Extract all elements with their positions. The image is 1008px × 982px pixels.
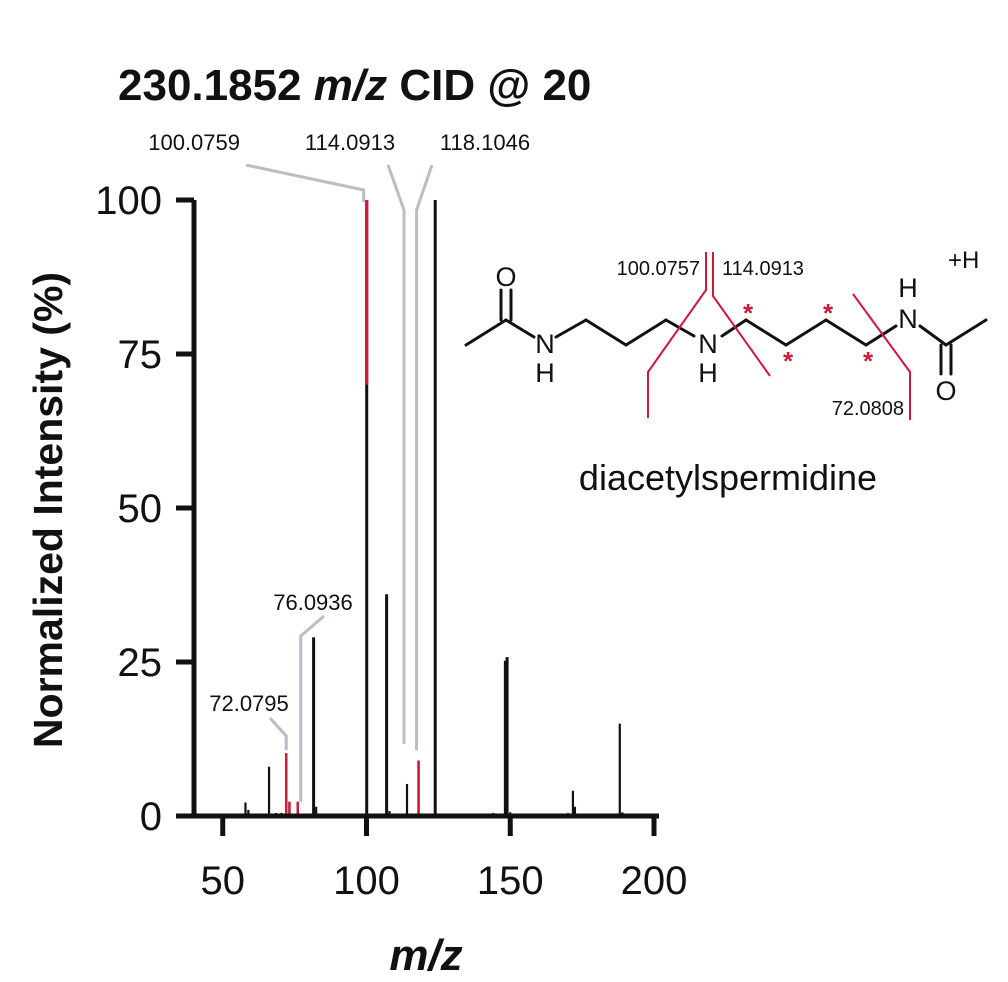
label-site-stars: * * * * — [743, 298, 874, 376]
star-mark: * — [863, 346, 874, 376]
bond — [464, 318, 508, 347]
bond — [824, 318, 868, 347]
bond — [744, 318, 788, 347]
x-tick-label: 50 — [201, 859, 246, 903]
leader-line — [299, 614, 325, 802]
bond — [918, 324, 948, 347]
leader-line — [245, 163, 366, 202]
bond — [554, 318, 588, 339]
peak-label: 118.1046 — [440, 130, 530, 155]
y-tick-label: 75 — [118, 333, 163, 377]
chart-title: 230.1852 m/z CID @ 20 — [118, 61, 591, 110]
nitrogen-atom-1: N — [535, 329, 555, 359]
y-axis-label: Normalized Intensity (%) — [25, 272, 71, 748]
leader-line — [268, 716, 288, 751]
star-mark: * — [823, 298, 834, 328]
bond — [504, 318, 536, 339]
y-tick-label: 50 — [118, 487, 163, 531]
cleavage-line-middle — [712, 252, 771, 377]
chart-title-italic: m/z — [314, 61, 387, 110]
peak-label: 72.0795 — [209, 691, 289, 716]
x-tick-label: 150 — [477, 859, 544, 903]
bond — [584, 318, 628, 347]
y-tick-label: 25 — [118, 641, 163, 685]
bond — [864, 324, 898, 347]
cleavage-line-left — [647, 252, 707, 418]
oxygen-atom-left: O — [495, 262, 516, 292]
fragment-label-right: 72.0808 — [832, 398, 904, 420]
x-axis-label: m/z — [389, 931, 462, 980]
nitrogen-atom-3: N — [898, 304, 918, 334]
peak-labels: 100.0759 114.0913 118.1046 76.0936 72.0795 — [148, 130, 530, 716]
peak-label: 114.0913 — [305, 130, 395, 155]
bond — [944, 318, 988, 347]
cleavage-line-right — [852, 293, 911, 420]
y-tick-label: 100 — [95, 179, 162, 223]
star-mark: * — [783, 346, 794, 376]
peak-label: 100.0759 — [148, 130, 240, 155]
cleavage-lines — [647, 252, 911, 420]
oxygen-atom-right: O — [935, 376, 956, 406]
nitrogen-atom-2: N — [698, 329, 718, 359]
star-mark: * — [743, 298, 754, 328]
x-tick-label: 200 — [621, 859, 688, 903]
charge-label: +H — [948, 247, 979, 274]
fragment-label-left: 100.0757 — [617, 258, 700, 280]
chart-title-prefix: 230.1852 — [118, 61, 314, 110]
structure-bonds — [464, 288, 988, 376]
leader-line — [386, 164, 406, 744]
molecule-structure: O N H N H H N O +H * * * * 100.0757 114.… — [464, 247, 988, 498]
y-tick-label: 0 — [140, 795, 162, 839]
y-ticks: 0 25 50 75 100 — [95, 179, 194, 839]
peak-label-leaders — [245, 163, 434, 802]
compound-name: diacetylspermidine — [579, 457, 877, 498]
axes — [191, 200, 659, 819]
leader-line — [415, 164, 434, 751]
bond — [720, 318, 748, 338]
fragment-labels: 100.0757 114.0913 72.0808 — [617, 258, 904, 420]
x-ticks: 50 100 150 200 — [201, 816, 688, 903]
bond — [624, 318, 668, 347]
hydrogen-atom-3: H — [898, 273, 918, 303]
hydrogen-atom-1: H — [535, 358, 555, 388]
x-tick-label: 100 — [333, 859, 400, 903]
bond — [784, 318, 828, 347]
chart-title-suffix: CID @ 20 — [387, 61, 591, 110]
structure-atoms: O N H N H H N O — [495, 262, 956, 406]
peak-label: 76.0936 — [273, 590, 353, 615]
fragment-label-middle: 114.0913 — [722, 258, 804, 280]
hydrogen-atom-2: H — [698, 358, 718, 388]
